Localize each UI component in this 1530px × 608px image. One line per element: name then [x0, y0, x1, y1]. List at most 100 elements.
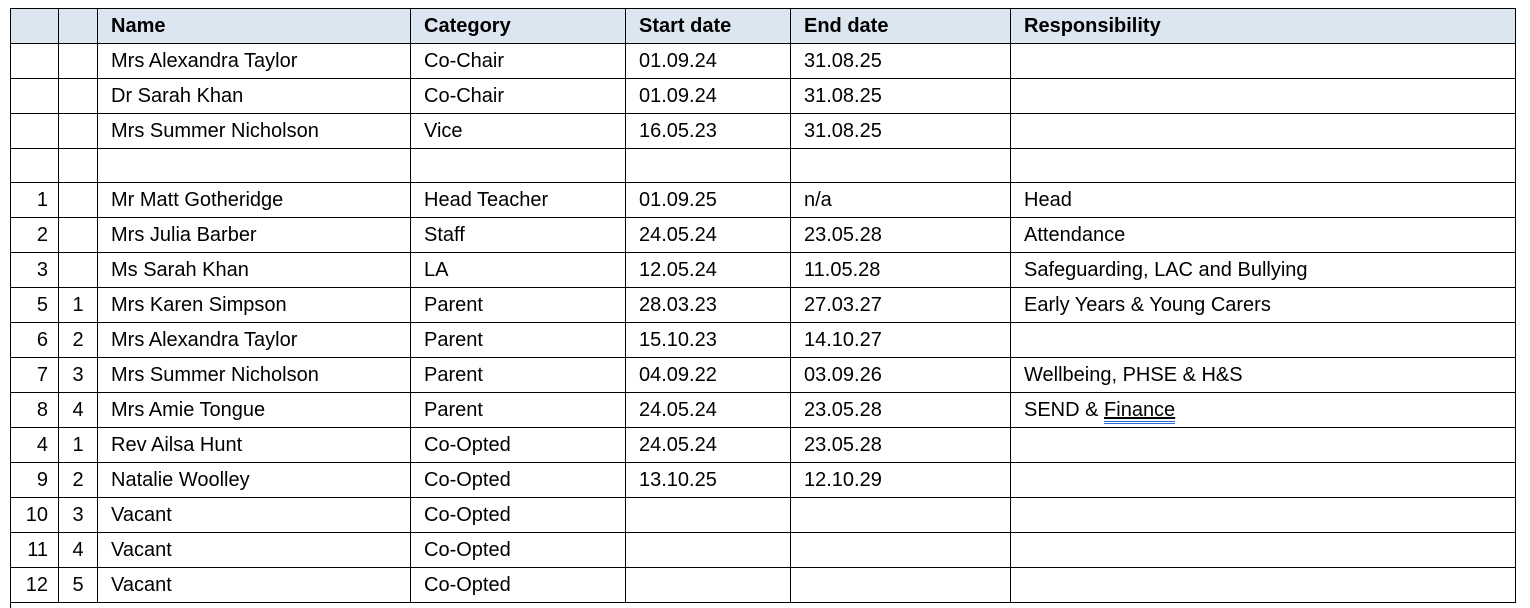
cell-subnumber[interactable]: 5 [58, 567, 98, 603]
cell-number[interactable]: 4 [10, 427, 59, 463]
cell-number[interactable] [10, 43, 59, 79]
cell-category[interactable]: LA [410, 252, 626, 288]
cell-subnumber[interactable]: 1 [58, 427, 98, 463]
cell-category[interactable]: Head Teacher [410, 182, 626, 218]
cell-category[interactable]: Parent [410, 287, 626, 323]
cell-subnumber[interactable] [58, 148, 98, 183]
cell-start-date[interactable]: 13.10.25 [625, 462, 791, 498]
cell-responsibility[interactable]: Early Years & Young Carers [1010, 287, 1516, 323]
cell-start-date[interactable]: 24.05.24 [625, 217, 791, 253]
cell-category[interactable]: Co-Opted [410, 532, 626, 568]
cell-subnumber[interactable] [58, 113, 98, 149]
cell-name[interactable]: Mrs Summer Nicholson [97, 357, 411, 393]
cell-responsibility[interactable] [1010, 427, 1516, 463]
cell-responsibility[interactable]: Head [1010, 182, 1516, 218]
cell-subnumber[interactable] [58, 217, 98, 253]
cell-responsibility[interactable] [1010, 567, 1516, 603]
cell-name[interactable]: Mrs Julia Barber [97, 217, 411, 253]
cell-subnumber[interactable]: 4 [58, 532, 98, 568]
cell-start-date[interactable]: 24.05.24 [625, 427, 791, 463]
cell-name[interactable]: Mr Matt Gotheridge [97, 182, 411, 218]
cell-category[interactable]: Parent [410, 357, 626, 393]
cell-end-date[interactable] [790, 532, 1011, 568]
cell-name[interactable]: Mrs Amie Tongue [97, 392, 411, 428]
cell-name[interactable]: Ms Sarah Khan [97, 252, 411, 288]
cell-responsibility[interactable]: Wellbeing, PHSE & H&S [1010, 357, 1516, 393]
cell-end-date[interactable]: 23.05.28 [790, 392, 1011, 428]
cell-category[interactable]: Co-Opted [410, 497, 626, 533]
cell-responsibility[interactable] [1010, 497, 1516, 533]
cell-category[interactable]: Parent [410, 392, 626, 428]
cell-responsibility[interactable] [1010, 462, 1516, 498]
cell-end-date[interactable]: 23.05.28 [790, 217, 1011, 253]
cell-end-date[interactable]: 03.09.26 [790, 357, 1011, 393]
cell-end-date[interactable] [790, 148, 1011, 183]
cell-responsibility[interactable] [1010, 322, 1516, 358]
col-header-responsibility[interactable]: Responsibility [1010, 8, 1516, 44]
cell-start-date[interactable] [625, 567, 791, 603]
col-header-start-date[interactable]: Start date [625, 8, 791, 44]
cell-number[interactable]: 12 [10, 567, 59, 603]
cell-end-date[interactable]: 31.08.25 [790, 113, 1011, 149]
cell-start-date[interactable] [625, 148, 791, 183]
cell-category[interactable]: Co-Opted [410, 462, 626, 498]
cell-start-date[interactable]: 16.05.23 [625, 113, 791, 149]
cell-start-date[interactable]: 24.05.24 [625, 392, 791, 428]
cell-start-date[interactable]: 28.03.23 [625, 287, 791, 323]
cell-start-date[interactable] [625, 497, 791, 533]
cell-number[interactable] [10, 148, 59, 183]
cell-number[interactable]: 7 [10, 357, 59, 393]
cell-name[interactable]: Rev Ailsa Hunt [97, 427, 411, 463]
cell-name[interactable]: Vacant [97, 532, 411, 568]
cell-category[interactable]: Vice [410, 113, 626, 149]
cell-end-date[interactable]: 31.08.25 [790, 78, 1011, 114]
cell-responsibility[interactable] [1010, 532, 1516, 568]
cell-number[interactable]: 1 [10, 182, 59, 218]
cell-subnumber[interactable]: 2 [58, 322, 98, 358]
cell-category[interactable]: Co-Opted [410, 427, 626, 463]
partial-row-cell[interactable] [10, 602, 1516, 608]
cell-name[interactable]: Mrs Alexandra Taylor [97, 43, 411, 79]
cell-name[interactable]: Natalie Woolley [97, 462, 411, 498]
cell-subnumber[interactable] [58, 252, 98, 288]
cell-start-date[interactable]: 15.10.23 [625, 322, 791, 358]
cell-start-date[interactable]: 01.09.24 [625, 78, 791, 114]
cell-start-date[interactable]: 12.05.24 [625, 252, 791, 288]
cell-start-date[interactable]: 01.09.25 [625, 182, 791, 218]
cell-number[interactable]: 5 [10, 287, 59, 323]
cell-name[interactable]: Vacant [97, 567, 411, 603]
cell-start-date[interactable] [625, 532, 791, 568]
col-header-subnumber[interactable] [58, 8, 98, 44]
cell-end-date[interactable]: 31.08.25 [790, 43, 1011, 79]
cell-subnumber[interactable]: 3 [58, 497, 98, 533]
cell-responsibility[interactable]: SEND & Finance [1010, 392, 1516, 428]
cell-start-date[interactable]: 01.09.24 [625, 43, 791, 79]
cell-start-date[interactable]: 04.09.22 [625, 357, 791, 393]
col-header-number[interactable] [10, 8, 59, 44]
cell-end-date[interactable]: 23.05.28 [790, 427, 1011, 463]
cell-name[interactable]: Vacant [97, 497, 411, 533]
cell-end-date[interactable] [790, 567, 1011, 603]
cell-number[interactable]: 2 [10, 217, 59, 253]
cell-category[interactable]: Co-Chair [410, 78, 626, 114]
cell-name[interactable]: Mrs Karen Simpson [97, 287, 411, 323]
cell-category[interactable]: Co-Opted [410, 567, 626, 603]
cell-number[interactable]: 8 [10, 392, 59, 428]
cell-end-date[interactable]: n/a [790, 182, 1011, 218]
cell-name[interactable]: Mrs Alexandra Taylor [97, 322, 411, 358]
cell-name[interactable]: Dr Sarah Khan [97, 78, 411, 114]
cell-name[interactable] [97, 148, 411, 183]
cell-subnumber[interactable] [58, 43, 98, 79]
cell-category[interactable]: Co-Chair [410, 43, 626, 79]
cell-number[interactable]: 9 [10, 462, 59, 498]
cell-number[interactable] [10, 113, 59, 149]
cell-number[interactable]: 6 [10, 322, 59, 358]
cell-number[interactable]: 10 [10, 497, 59, 533]
cell-name[interactable]: Mrs Summer Nicholson [97, 113, 411, 149]
cell-responsibility[interactable] [1010, 113, 1516, 149]
cell-responsibility[interactable] [1010, 43, 1516, 79]
col-header-end-date[interactable]: End date [790, 8, 1011, 44]
col-header-name[interactable]: Name [97, 8, 411, 44]
cell-end-date[interactable]: 11.05.28 [790, 252, 1011, 288]
col-header-category[interactable]: Category [410, 8, 626, 44]
